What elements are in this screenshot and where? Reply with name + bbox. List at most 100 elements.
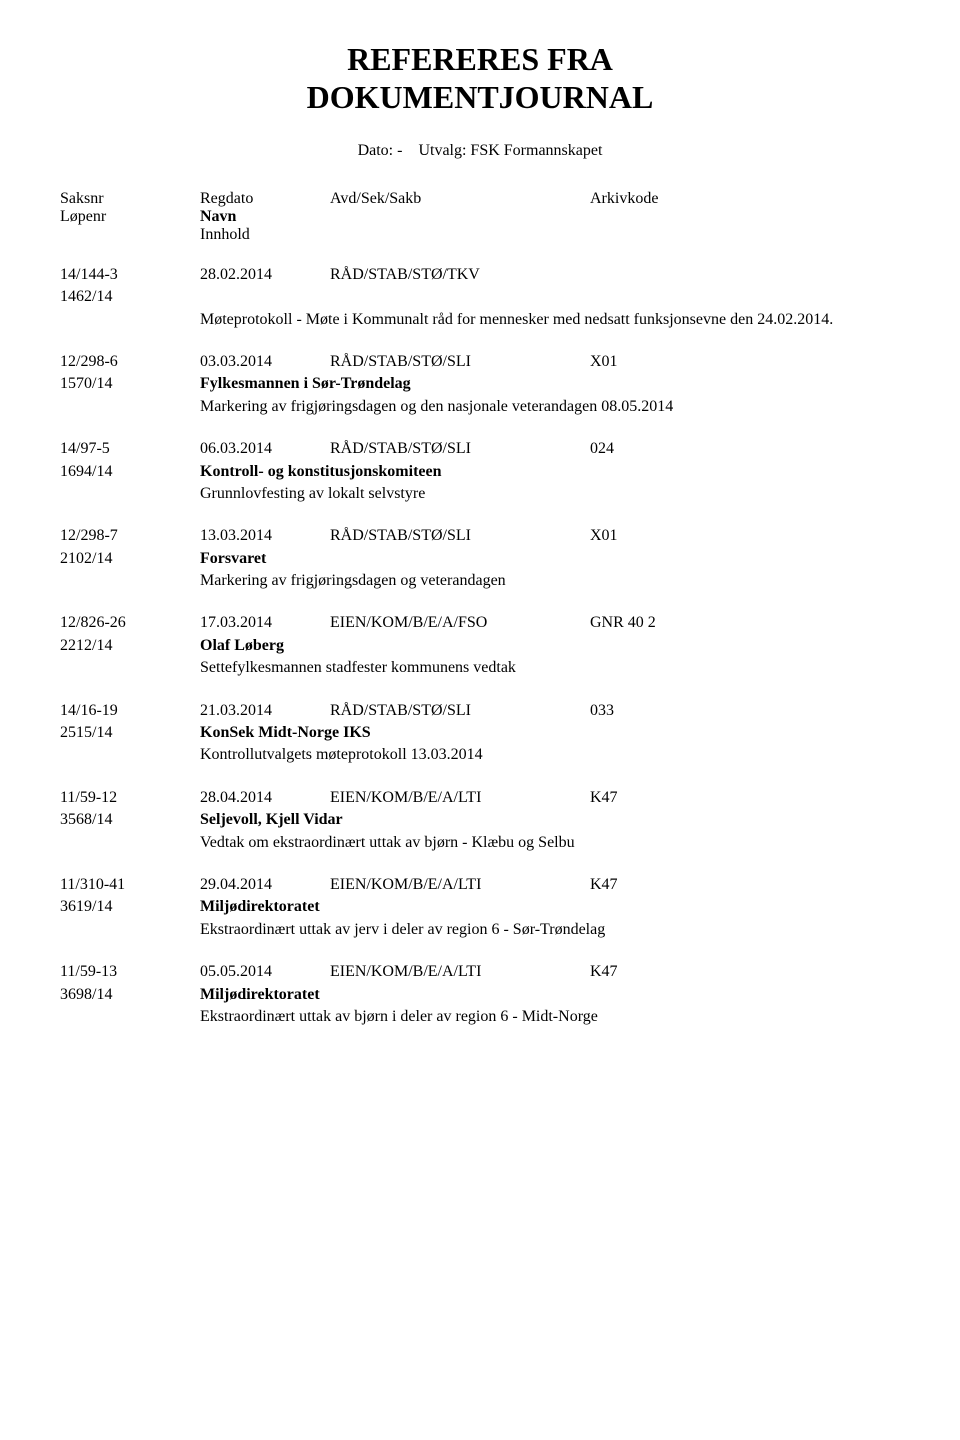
- header-navn: Navn: [200, 208, 330, 226]
- entry-arkiv: K47: [590, 961, 900, 983]
- entry-avdsek: RÅD/STAB/STØ/SLI: [330, 700, 590, 722]
- entry-row-navn: 2212/14Olaf Løberg: [60, 635, 900, 657]
- entry-saksnr: 14/16-19: [60, 700, 200, 722]
- entry-row-navn: 2515/14KonSek Midt-Norge IKS: [60, 722, 900, 744]
- entry-lopenr: 1570/14: [60, 373, 200, 395]
- header-innhold: Innhold: [200, 226, 330, 244]
- title-line2: DOKUMENTJOURNAL: [307, 79, 654, 115]
- entry-avdsek: EIEN/KOM/B/E/A/LTI: [330, 874, 590, 896]
- entry-row-navn: 3619/14Miljødirektoratet: [60, 896, 900, 918]
- entry-navn: Kontroll- og konstitusjonskomiteen: [200, 461, 442, 483]
- header-lopenr: Løpenr: [60, 208, 200, 226]
- entry-arkiv: 033: [590, 700, 900, 722]
- entry-content: Markering av frigjøringsdagen og den nas…: [60, 396, 900, 418]
- entry-row-meta: 11/310-4129.04.2014EIEN/KOM/B/E/A/LTIK47: [60, 874, 900, 896]
- entry: 12/298-713.03.2014RÅD/STAB/STØ/SLIX01210…: [60, 525, 900, 592]
- document-title: REFERERES FRA DOKUMENTJOURNAL: [60, 40, 900, 117]
- entry: 14/16-1921.03.2014RÅD/STAB/STØ/SLI033251…: [60, 700, 900, 767]
- entry-saksnr: 14/97-5: [60, 438, 200, 460]
- entry-row-meta: 11/59-1305.05.2014EIEN/KOM/B/E/A/LTIK47: [60, 961, 900, 983]
- entry-content: Kontrollutvalgets møteprotokoll 13.03.20…: [60, 744, 900, 766]
- entry-lopenr: 3698/14: [60, 984, 200, 1006]
- entry-avdsek: RÅD/STAB/STØ/SLI: [330, 351, 590, 373]
- entry-avdsek: RÅD/STAB/STØ/SLI: [330, 438, 590, 460]
- entry-content: Settefylkesmannen stadfester kommunens v…: [60, 657, 900, 679]
- entry: 11/59-1228.04.2014EIEN/KOM/B/E/A/LTIK473…: [60, 787, 900, 854]
- entry-navn: Miljødirektoratet: [200, 896, 320, 918]
- entry-content: Ekstraordinært uttak av bjørn i deler av…: [60, 1006, 900, 1028]
- entry-arkiv: GNR 40 2: [590, 612, 900, 634]
- header-arkivkode: Arkivkode: [590, 190, 900, 208]
- entry-content: Ekstraordinært uttak av jerv i deler av …: [60, 919, 900, 941]
- entry-regdato: 28.04.2014: [200, 787, 330, 809]
- title-line1: REFERERES FRA: [347, 41, 613, 77]
- entry-saksnr: 11/59-13: [60, 961, 200, 983]
- entry-navn: Olaf Løberg: [200, 635, 284, 657]
- entry-navn: Miljødirektoratet: [200, 984, 320, 1006]
- entry: 12/298-603.03.2014RÅD/STAB/STØ/SLIX01157…: [60, 351, 900, 418]
- entry: 14/144-328.02.2014RÅD/STAB/STØ/TKV1462/1…: [60, 264, 900, 331]
- entry-saksnr: 12/298-7: [60, 525, 200, 547]
- entry-row-navn: 3568/14Seljevoll, Kjell Vidar: [60, 809, 900, 831]
- entry-lopenr: 1462/14: [60, 286, 200, 308]
- entry-lopenr: 2515/14: [60, 722, 200, 744]
- entry-arkiv: K47: [590, 874, 900, 896]
- entry-row-navn: 1462/14: [60, 286, 900, 308]
- entry-arkiv: [590, 264, 900, 286]
- entry-regdato: 21.03.2014: [200, 700, 330, 722]
- entry: 12/826-2617.03.2014EIEN/KOM/B/E/A/FSOGNR…: [60, 612, 900, 679]
- entry-row-navn: 3698/14Miljødirektoratet: [60, 984, 900, 1006]
- subtitle-prefix: Dato: -: [358, 142, 403, 159]
- entry-content: Markering av frigjøringsdagen og veteran…: [60, 570, 900, 592]
- entry-saksnr: 14/144-3: [60, 264, 200, 286]
- entry: 11/310-4129.04.2014EIEN/KOM/B/E/A/LTIK47…: [60, 874, 900, 941]
- entry-saksnr: 11/59-12: [60, 787, 200, 809]
- entry-row-meta: 14/144-328.02.2014RÅD/STAB/STØ/TKV: [60, 264, 900, 286]
- entry-avdsek: RÅD/STAB/STØ/SLI: [330, 525, 590, 547]
- entry-regdato: 03.03.2014: [200, 351, 330, 373]
- entry-row-meta: 12/298-713.03.2014RÅD/STAB/STØ/SLIX01: [60, 525, 900, 547]
- entry: 14/97-506.03.2014RÅD/STAB/STØ/SLI0241694…: [60, 438, 900, 505]
- entry-saksnr: 12/298-6: [60, 351, 200, 373]
- entry-row-meta: 14/16-1921.03.2014RÅD/STAB/STØ/SLI033: [60, 700, 900, 722]
- entry-row-navn: 2102/14Forsvaret: [60, 548, 900, 570]
- entry-lopenr: 3568/14: [60, 809, 200, 831]
- entry-content: Grunnlovfesting av lokalt selvstyre: [60, 483, 900, 505]
- entry-saksnr: 12/826-26: [60, 612, 200, 634]
- entry-row-meta: 12/826-2617.03.2014EIEN/KOM/B/E/A/FSOGNR…: [60, 612, 900, 634]
- entry-arkiv: X01: [590, 525, 900, 547]
- entry-lopenr: 2212/14: [60, 635, 200, 657]
- entry-regdato: 29.04.2014: [200, 874, 330, 896]
- entry-avdsek: RÅD/STAB/STØ/TKV: [330, 264, 590, 286]
- entry-lopenr: 2102/14: [60, 548, 200, 570]
- entry-row-meta: 11/59-1228.04.2014EIEN/KOM/B/E/A/LTIK47: [60, 787, 900, 809]
- column-headers: Saksnr Regdato Avd/Sek/Sakb Arkivkode Lø…: [60, 190, 900, 244]
- entry-content: Vedtak om ekstraordinært uttak av bjørn …: [60, 832, 900, 854]
- entry-navn: Forsvaret: [200, 548, 266, 570]
- subtitle-suffix: Utvalg: FSK Formannskapet: [418, 142, 602, 159]
- entry: 11/59-1305.05.2014EIEN/KOM/B/E/A/LTIK473…: [60, 961, 900, 1028]
- entry-regdato: 13.03.2014: [200, 525, 330, 547]
- entry-arkiv: K47: [590, 787, 900, 809]
- entry-row-meta: 12/298-603.03.2014RÅD/STAB/STØ/SLIX01: [60, 351, 900, 373]
- entry-navn: Fylkesmannen i Sør-Trøndelag: [200, 373, 411, 395]
- entry-saksnr: 11/310-41: [60, 874, 200, 896]
- entry-navn: KonSek Midt-Norge IKS: [200, 722, 371, 744]
- entry-arkiv: X01: [590, 351, 900, 373]
- entry-arkiv: 024: [590, 438, 900, 460]
- header-regdato: Regdato: [200, 190, 330, 208]
- entry-avdsek: EIEN/KOM/B/E/A/LTI: [330, 787, 590, 809]
- entry-lopenr: 3619/14: [60, 896, 200, 918]
- document-subtitle: Dato: - Utvalg: FSK Formannskapet: [60, 142, 900, 160]
- entry-navn: Seljevoll, Kjell Vidar: [200, 809, 343, 831]
- entry-row-navn: 1570/14Fylkesmannen i Sør-Trøndelag: [60, 373, 900, 395]
- entry-row-navn: 1694/14Kontroll- og konstitusjonskomitee…: [60, 461, 900, 483]
- entries-list: 14/144-328.02.2014RÅD/STAB/STØ/TKV1462/1…: [60, 264, 900, 1029]
- entry-regdato: 06.03.2014: [200, 438, 330, 460]
- entry-avdsek: EIEN/KOM/B/E/A/FSO: [330, 612, 590, 634]
- entry-row-meta: 14/97-506.03.2014RÅD/STAB/STØ/SLI024: [60, 438, 900, 460]
- entry-lopenr: 1694/14: [60, 461, 200, 483]
- entry-avdsek: EIEN/KOM/B/E/A/LTI: [330, 961, 590, 983]
- entry-regdato: 05.05.2014: [200, 961, 330, 983]
- header-saksnr: Saksnr: [60, 190, 200, 208]
